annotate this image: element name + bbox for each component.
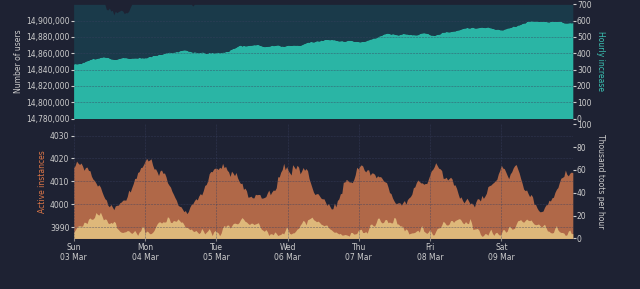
Y-axis label: Number of users: Number of users [14,29,23,93]
Y-axis label: Hourly increase: Hourly increase [596,32,605,91]
Y-axis label: Active instances: Active instances [38,150,47,213]
Y-axis label: Thousand toots per hour: Thousand toots per hour [596,134,605,229]
